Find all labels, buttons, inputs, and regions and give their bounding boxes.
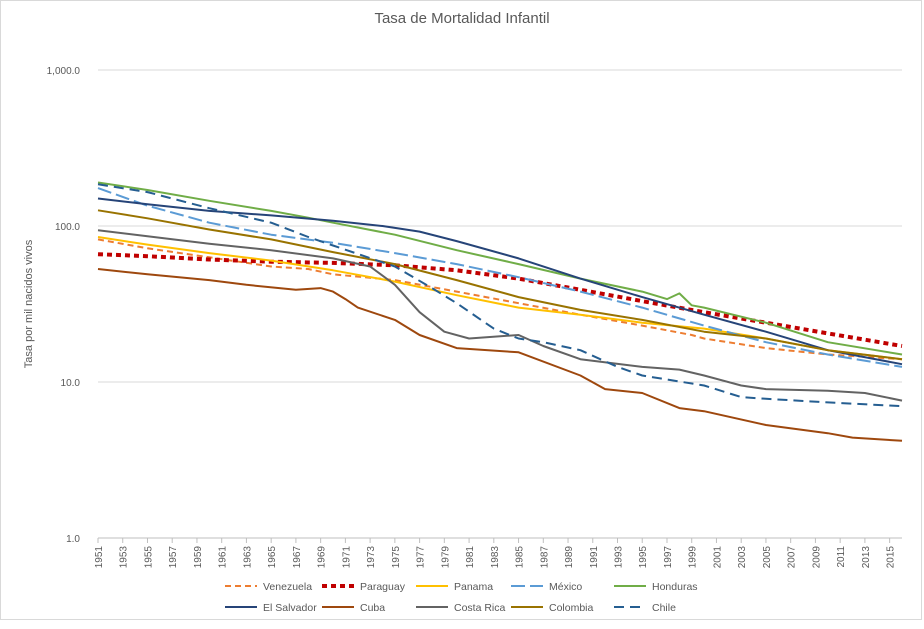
x-tick-label: 1985 — [515, 546, 526, 569]
series-line-cuba — [97, 268, 903, 442]
x-tick-label: 2009 — [811, 546, 822, 569]
x-tick-label: 1955 — [143, 546, 154, 569]
x-tick-label: 1983 — [490, 546, 501, 569]
series-line-costa-rica — [97, 229, 903, 402]
legend-label: Panama — [454, 581, 493, 593]
series-line-chile — [97, 183, 903, 408]
y-tick-label: 1.0 — [66, 534, 80, 545]
x-tick-label: 1995 — [638, 546, 649, 569]
x-tick-label: 1991 — [589, 546, 600, 569]
legend-label: México — [549, 581, 582, 593]
legend: Venezuela Paraguay Panama México Honduras El … — [225, 581, 698, 614]
x-tick-label: 2001 — [712, 546, 723, 569]
series-line-honduras — [97, 181, 903, 356]
x-tick-label: 1963 — [242, 546, 253, 569]
x-tick-label: 2011 — [836, 546, 847, 568]
x-tick-label: 2007 — [787, 546, 798, 569]
x-tick-label: 1971 — [341, 546, 352, 569]
chart-title: Tasa de Mortalidad Infantil — [374, 10, 550, 27]
x-tick-label: 2003 — [737, 546, 748, 569]
legend-label: Chile — [652, 602, 676, 614]
x-tick-label: 1953 — [119, 546, 130, 569]
x-tick-label: 1969 — [317, 546, 328, 569]
series-line-paraguay — [97, 252, 903, 348]
x-tick-label: 1957 — [168, 546, 179, 569]
x-tick-label: 1977 — [416, 546, 427, 569]
y-axis-ticks: 1.0 10.0 100.0 1,000.0 — [47, 66, 81, 545]
x-tick-label: 1961 — [218, 546, 229, 569]
x-tick-label: 2015 — [886, 546, 897, 569]
legend-label: Colombia — [549, 602, 594, 614]
y-tick-label: 1,000.0 — [47, 66, 81, 77]
x-tick-label: 1987 — [539, 546, 550, 569]
legend-label: Venezuela — [263, 581, 312, 593]
x-tick-label: 1975 — [391, 546, 402, 569]
legend-label: Costa Rica — [454, 602, 506, 614]
legend-label: Honduras — [652, 581, 698, 593]
x-tick-label: 1973 — [366, 546, 377, 569]
x-tick-label: 1993 — [614, 546, 625, 569]
legend-label: Cuba — [360, 602, 385, 614]
series-line-m-xico — [97, 187, 903, 368]
series-lines — [97, 181, 903, 442]
x-tick-label: 1989 — [564, 546, 575, 569]
x-tick-label: 1959 — [193, 546, 204, 569]
y-tick-label: 10.0 — [61, 378, 81, 389]
x-tick-label: 1979 — [440, 546, 451, 569]
x-tick-label: 2005 — [762, 546, 773, 569]
x-tick-label: 1965 — [267, 546, 278, 569]
y-axis-label: Tasa por mil nacidos vivos — [23, 239, 35, 368]
legend-label: El Salvador — [263, 602, 317, 614]
x-tick-label: 1951 — [94, 546, 105, 569]
series-line-colombia — [97, 209, 903, 361]
x-tick-label: 1967 — [292, 546, 303, 569]
legend-label: Paraguay — [360, 581, 406, 593]
y-tick-label: 100.0 — [55, 222, 80, 233]
x-axis-ticks: 1951 1953 1955 1957 1959 1961 1963 1965 1967 1969… — [94, 538, 897, 568]
x-tick-label: 1997 — [663, 546, 674, 569]
x-tick-label: 1999 — [688, 546, 699, 569]
series-line-venezuela — [97, 238, 903, 361]
x-tick-label: 2013 — [861, 546, 872, 569]
x-tick-label: 1981 — [465, 546, 476, 569]
